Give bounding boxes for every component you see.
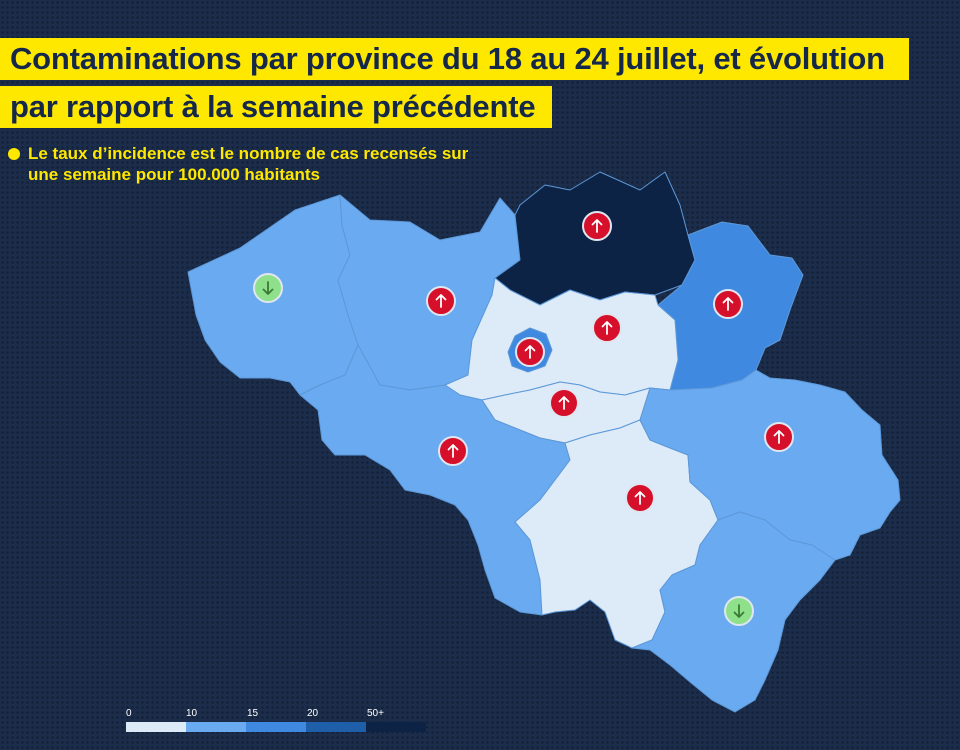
arrow-down-icon: [733, 604, 745, 618]
incidence-note-text: Le taux d’incidence est le nombre de cas…: [28, 144, 469, 184]
trend-marker-hainaut[interactable]: [438, 436, 468, 466]
arrow-up-icon: [435, 294, 447, 308]
arrow-up-icon: [447, 444, 459, 458]
legend-swatch-50-plus: [366, 722, 426, 732]
trend-marker-walloon-brabant[interactable]: [549, 388, 579, 418]
legend-tick-0: 0: [126, 708, 132, 719]
bullet-dot-icon: [8, 148, 20, 160]
trend-marker-west-flanders[interactable]: [253, 273, 283, 303]
trend-marker-flemish-brabant[interactable]: [592, 313, 622, 343]
legend-swatch-10: [186, 722, 246, 732]
arrow-up-icon: [601, 321, 613, 335]
arrow-up-icon: [591, 219, 603, 233]
title-line-2: par rapport à la semaine précédente: [0, 86, 552, 128]
trend-marker-limburg[interactable]: [713, 289, 743, 319]
arrow-up-icon: [524, 345, 536, 359]
legend-swatch-15: [246, 722, 306, 732]
title-line-1: Contaminations par province du 18 au 24 …: [0, 38, 909, 80]
trend-marker-antwerp[interactable]: [582, 211, 612, 241]
arrow-up-icon: [558, 396, 570, 410]
legend-swatch-0: [126, 722, 186, 732]
arrow-down-icon: [262, 281, 274, 295]
arrow-up-icon: [773, 430, 785, 444]
arrow-up-icon: [722, 297, 734, 311]
trend-marker-east-flanders[interactable]: [426, 286, 456, 316]
legend-tick-15: 15: [247, 708, 259, 719]
trend-marker-luxembourg[interactable]: [724, 596, 754, 626]
trend-marker-namur[interactable]: [625, 483, 655, 513]
legend-tick-50-plus: 50+: [367, 708, 384, 719]
province-liege[interactable]: [639, 369, 901, 561]
incidence-legend: 0 10 15 20 50+: [126, 708, 426, 734]
trend-marker-brussels[interactable]: [515, 337, 545, 367]
trend-markers: [253, 211, 794, 626]
trend-marker-liege[interactable]: [764, 422, 794, 452]
legend-tick-20: 20: [307, 708, 319, 719]
legend-swatch-20: [306, 722, 366, 732]
legend-tick-10: 10: [186, 708, 198, 719]
arrow-up-icon: [634, 491, 646, 505]
